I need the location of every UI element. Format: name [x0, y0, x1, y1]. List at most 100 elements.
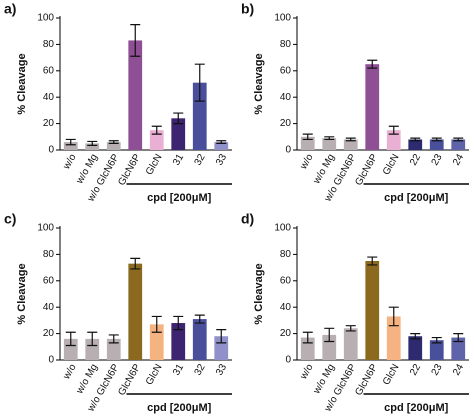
y-tick-label: 0	[48, 145, 54, 156]
y-tick-label: 100	[274, 223, 291, 234]
bar	[192, 82, 207, 150]
x-tick-label: 33	[214, 152, 229, 168]
x-tick-label: 24	[451, 152, 466, 168]
error-bar	[388, 306, 399, 327]
error-bar	[216, 140, 227, 144]
error-bar	[130, 24, 141, 57]
error-bar	[65, 138, 76, 146]
error-bar	[367, 256, 378, 266]
y-tick-label: 100	[37, 223, 54, 234]
bar	[214, 336, 229, 360]
bar	[408, 139, 423, 150]
error-bar	[453, 137, 464, 142]
x-tick-label: 24	[451, 362, 466, 378]
error-bar	[87, 331, 98, 347]
bar	[365, 261, 380, 360]
x-tick-label: GlcN	[144, 152, 165, 177]
bar	[365, 64, 380, 150]
error-bar	[302, 133, 313, 141]
y-tick-label: 60	[280, 65, 292, 76]
y-tick-label: 0	[48, 355, 54, 366]
x-tick-label: 33	[214, 362, 229, 378]
panel-label: d)	[241, 211, 254, 227]
bar	[63, 338, 78, 360]
bar	[149, 130, 164, 150]
bar	[171, 118, 186, 150]
y-tick-label: 60	[280, 275, 292, 286]
bar	[128, 40, 143, 150]
bar	[300, 136, 315, 150]
error-bar	[367, 59, 378, 69]
y-tick-label: 40	[43, 92, 55, 103]
y-tick-label: 60	[43, 65, 55, 76]
y-tick-label: 80	[280, 39, 292, 50]
x-tick-label: 23	[430, 362, 445, 378]
x-tick-label: 22	[408, 152, 423, 168]
error-bar	[453, 333, 464, 343]
y-tick-label: 100	[37, 13, 54, 24]
y-tick-label: 80	[43, 249, 55, 260]
error-bar	[151, 315, 162, 333]
error-bar	[431, 336, 442, 344]
bar	[429, 340, 444, 360]
y-tick-label: 20	[43, 328, 55, 339]
y-tick-label: 40	[280, 302, 292, 313]
x-tick-label: 31	[171, 152, 186, 168]
x-tick-label: w/o	[298, 152, 316, 172]
y-axis-label: % Cleavage	[16, 53, 28, 114]
error-bar	[302, 331, 313, 344]
y-tick-label: 20	[43, 118, 55, 129]
error-bar	[388, 125, 399, 135]
x-tick-label: 32	[193, 362, 208, 378]
error-bar	[65, 331, 76, 347]
y-tick-label: 0	[285, 355, 291, 366]
error-bar	[173, 315, 184, 331]
y-axis-label: % Cleavage	[16, 263, 28, 324]
error-bar	[431, 137, 442, 142]
bar	[429, 139, 444, 150]
bracket-label: cpd [200μM]	[384, 192, 449, 204]
y-axis-label: % Cleavage	[253, 263, 265, 324]
bracket-label: cpd [200μM]	[147, 402, 212, 414]
error-bar	[194, 314, 205, 324]
error-bar	[151, 125, 162, 135]
bar	[408, 336, 423, 360]
error-bar	[108, 334, 119, 344]
bar	[322, 138, 337, 150]
x-tick-label: 22	[408, 362, 423, 378]
bar	[106, 338, 121, 360]
bar	[63, 142, 78, 150]
panel-label: c)	[4, 211, 16, 227]
y-tick-label: 0	[285, 145, 291, 156]
error-bar	[108, 140, 119, 144]
bracket-label: cpd [200μM]	[384, 402, 449, 414]
x-tick-label: 23	[430, 152, 445, 168]
error-bar	[324, 327, 335, 343]
error-bar	[345, 325, 356, 332]
y-tick-label: 20	[280, 118, 292, 129]
y-tick-label: 40	[43, 302, 55, 313]
error-bar	[410, 333, 421, 340]
error-bar	[345, 137, 356, 142]
panel-label: b)	[241, 1, 254, 17]
x-tick-label: GlcN	[144, 362, 165, 387]
x-tick-label: 32	[193, 152, 208, 168]
x-tick-label: w/o	[61, 152, 79, 172]
y-tick-label: 80	[43, 39, 55, 50]
bar	[386, 130, 401, 150]
bar	[85, 143, 100, 150]
bar	[451, 139, 466, 150]
bar	[85, 338, 100, 360]
bar	[214, 142, 229, 150]
y-tick-label: 60	[43, 275, 55, 286]
bar	[386, 316, 401, 360]
bar	[171, 323, 186, 360]
bar	[192, 319, 207, 360]
bar	[343, 139, 358, 150]
bar	[106, 142, 121, 150]
x-tick-label: GlcN	[381, 362, 402, 387]
bar	[451, 337, 466, 360]
bar	[343, 328, 358, 360]
error-bar	[194, 63, 205, 102]
